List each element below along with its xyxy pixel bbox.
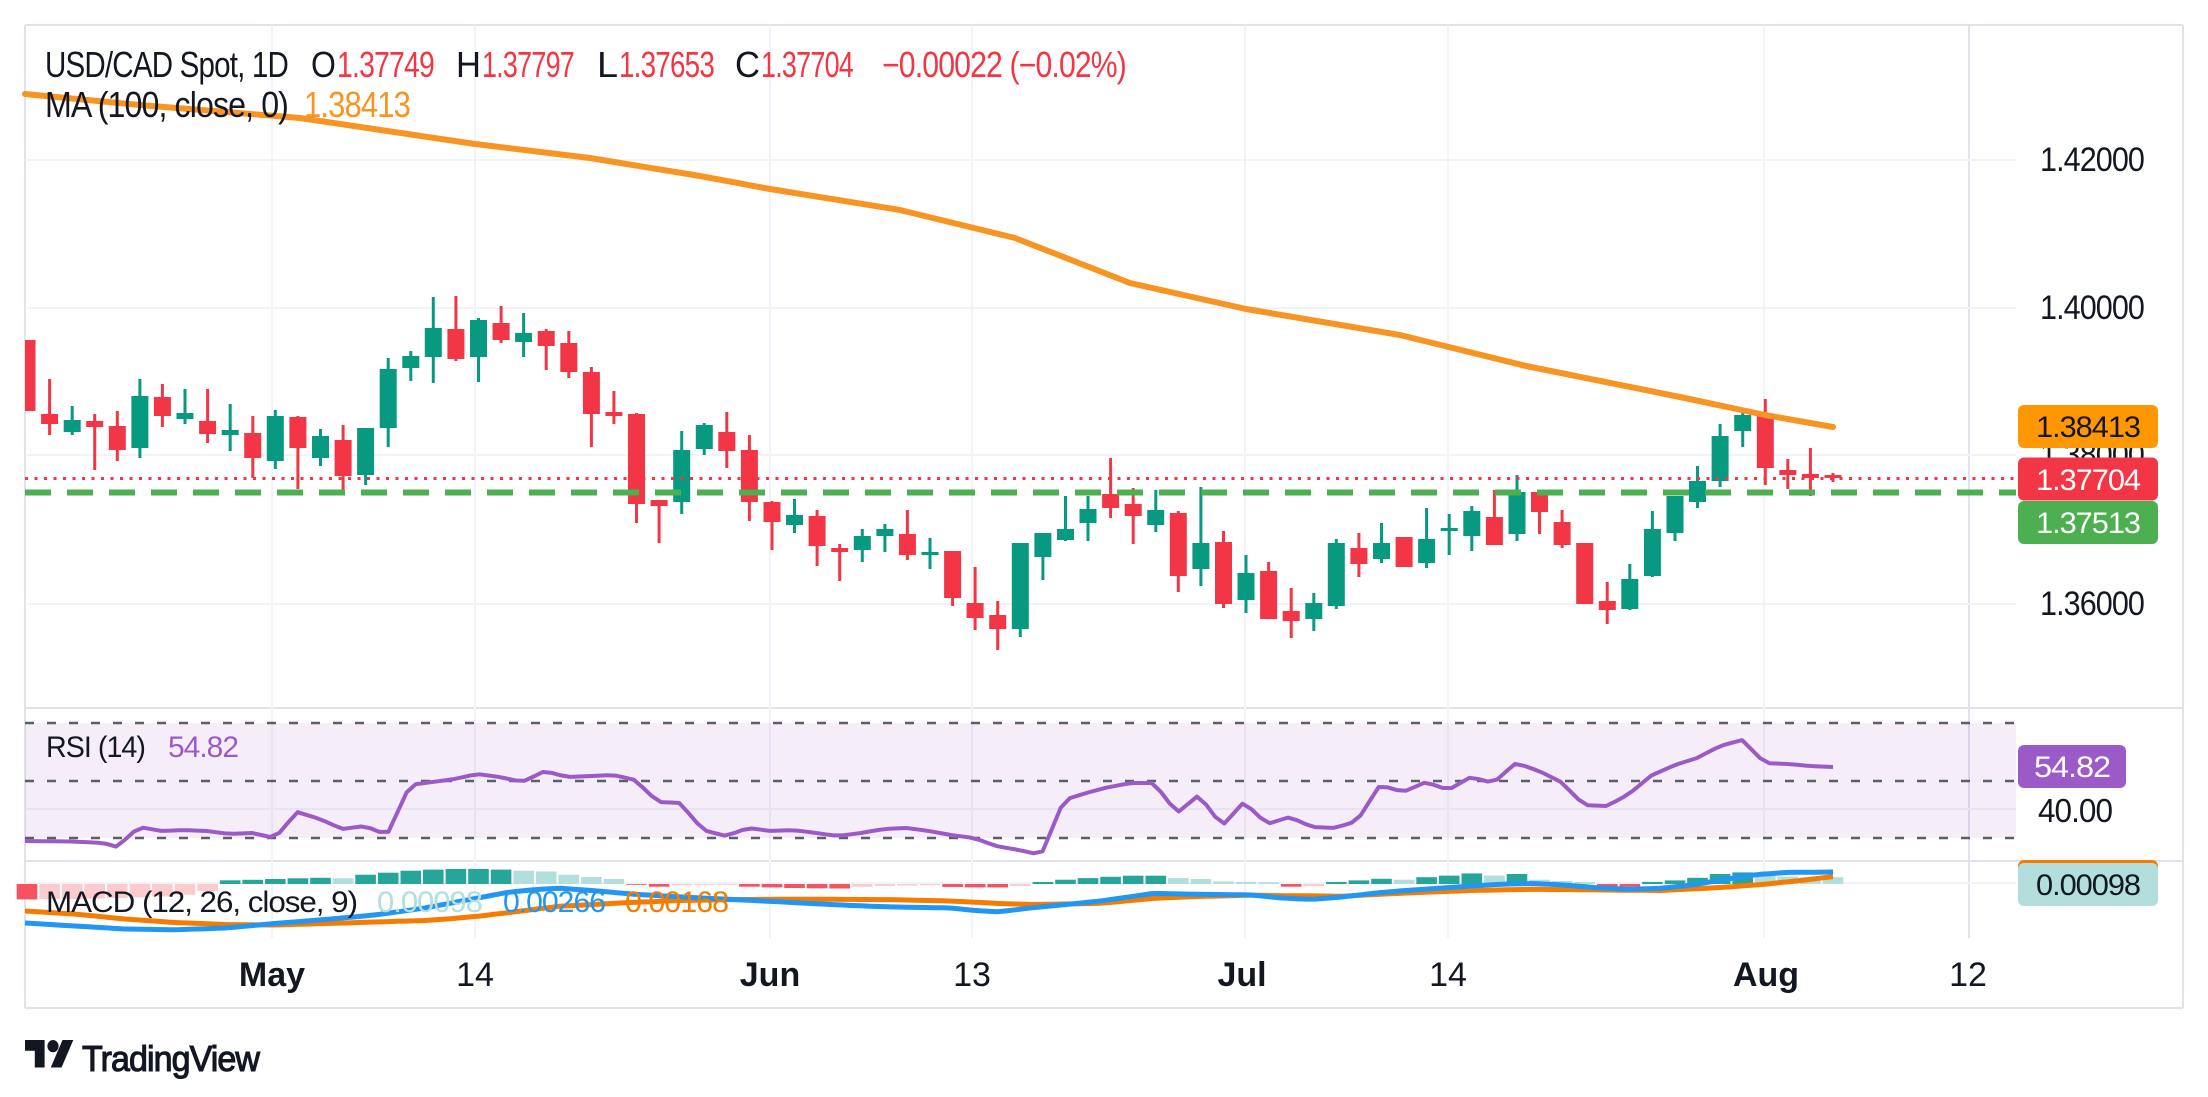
svg-text:MA (100, close, 0): MA (100, close, 0): [45, 84, 288, 125]
svg-text:Jul: Jul: [1217, 956, 1266, 994]
svg-text:1.37513: 1.37513: [2036, 507, 2140, 540]
svg-text:1.37797: 1.37797: [482, 44, 574, 85]
svg-text:0.00168: 0.00168: [625, 886, 728, 919]
svg-text:14: 14: [1429, 956, 1467, 994]
svg-text:1.42000: 1.42000: [2040, 141, 2144, 179]
svg-text:54.82: 54.82: [168, 731, 238, 764]
svg-text:1.37749: 1.37749: [337, 44, 434, 85]
svg-text:1.37704: 1.37704: [2036, 464, 2140, 497]
svg-text:1.40000: 1.40000: [2040, 289, 2144, 327]
svg-text:RSI (14): RSI (14): [46, 731, 145, 764]
svg-text:1.38413: 1.38413: [304, 84, 410, 125]
svg-text:1.36000: 1.36000: [2040, 585, 2144, 623]
svg-text:USD/CAD Spot, 1D: USD/CAD Spot, 1D: [45, 44, 288, 85]
svg-text:54.82: 54.82: [2034, 751, 2110, 784]
svg-text:Jun: Jun: [740, 956, 800, 994]
svg-text:1.38413: 1.38413: [2036, 411, 2140, 444]
svg-text:TradingView: TradingView: [82, 1038, 261, 1079]
svg-text:C: C: [735, 44, 759, 85]
svg-text:L: L: [597, 44, 617, 85]
svg-text:0.00266: 0.00266: [503, 886, 605, 919]
svg-text:1.37653: 1.37653: [619, 44, 714, 85]
svg-text:−0.00022 (−0.02%): −0.00022 (−0.02%): [882, 44, 1126, 85]
svg-text:12: 12: [1949, 956, 1987, 994]
svg-text:MACD (12, 26, close, 9): MACD (12, 26, close, 9): [46, 886, 357, 919]
svg-text:40.00: 40.00: [2038, 792, 2113, 829]
svg-text:0.00098: 0.00098: [377, 886, 482, 919]
svg-text:1.37704: 1.37704: [761, 44, 853, 85]
svg-text:O: O: [311, 44, 335, 85]
svg-text:Aug: Aug: [1733, 956, 1799, 994]
svg-text:0.00098: 0.00098: [2036, 869, 2140, 902]
svg-text:13: 13: [953, 956, 991, 994]
svg-text:H: H: [456, 44, 480, 85]
svg-text:14: 14: [456, 956, 494, 994]
svg-text:May: May: [239, 956, 305, 994]
